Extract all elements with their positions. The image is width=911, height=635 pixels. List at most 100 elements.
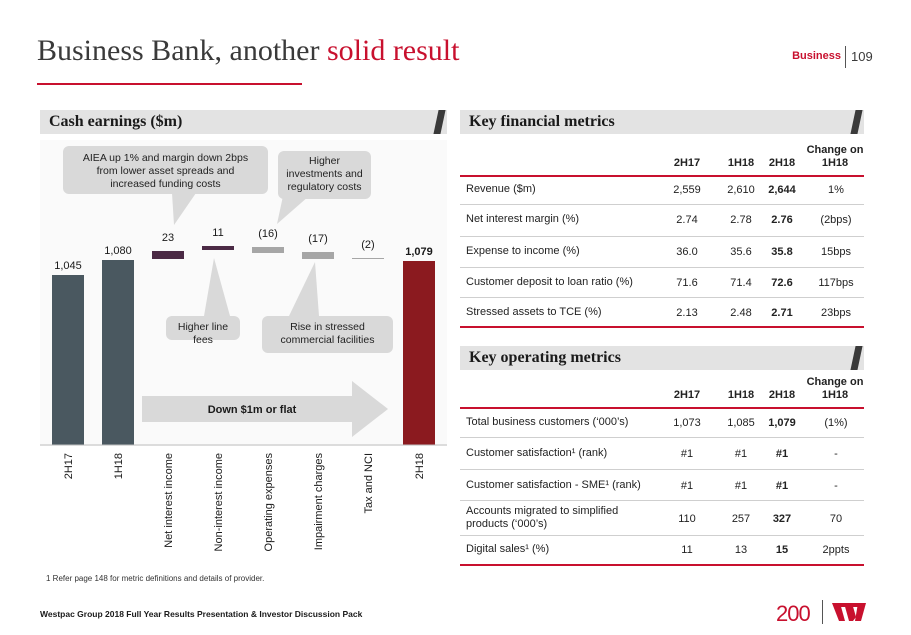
row-divider xyxy=(460,469,864,470)
westpac-logo-icon xyxy=(832,603,866,621)
cell-change: 1% xyxy=(828,184,844,196)
value-label: (16) xyxy=(258,228,278,240)
row-label: Customer satisfaction - SME¹ (rank) xyxy=(466,479,641,491)
cell-v1: 2.13 xyxy=(676,307,698,319)
category-label: 1H18 xyxy=(113,453,125,479)
row-divider xyxy=(460,326,864,328)
cell-v3: 1,079 xyxy=(768,417,796,429)
section-divider xyxy=(845,46,846,68)
bar-net-interest-income xyxy=(152,251,184,259)
operating-metrics-title: Key operating metrics xyxy=(469,349,621,366)
cell-v1: #1 xyxy=(680,448,694,460)
value-label: 11 xyxy=(212,227,223,239)
trend-arrow xyxy=(142,381,388,437)
category-label: Operating expenses xyxy=(263,453,275,552)
bar-impairment-charges xyxy=(302,252,334,259)
cell-v3: 35.8 xyxy=(771,246,793,258)
value-label: 1,080 xyxy=(104,245,132,257)
section-label: Business xyxy=(792,50,841,62)
page-title: Business Bank, another solid result xyxy=(37,34,459,68)
row-label: Stressed assets to TCE (%) xyxy=(466,306,602,318)
cell-v2: 35.6 xyxy=(730,246,752,258)
cell-v3: 327 xyxy=(772,513,792,525)
category-label: 2H17 xyxy=(63,453,75,479)
cell-v1: 2,559 xyxy=(673,184,701,196)
row-divider xyxy=(460,437,864,438)
cell-change: 23bps xyxy=(821,307,851,319)
callout-aiea-text: AIEA up 1% and margin down 2bps from low… xyxy=(82,152,249,190)
cell-change: 2ppts xyxy=(822,544,850,556)
row-label: Net interest margin (%) xyxy=(466,213,580,225)
row-divider xyxy=(460,267,864,268)
value-label: (2) xyxy=(361,239,374,251)
cell-v3: 2.71 xyxy=(771,307,793,319)
column-header: Change on 1H18 xyxy=(806,376,864,401)
header-slash-icon xyxy=(850,346,863,370)
header-slash-icon xyxy=(850,110,863,134)
callout-line-fees-text: Higher line fees xyxy=(177,321,229,346)
financial-metrics-title: Key financial metrics xyxy=(469,113,615,130)
trend-arrow-label: Down $1m or flat xyxy=(208,404,297,416)
logo-divider xyxy=(822,600,823,624)
cell-v2: #1 xyxy=(734,480,748,492)
value-label: (17) xyxy=(308,233,328,245)
category-label: Non-interest income xyxy=(213,453,225,551)
row-divider xyxy=(460,236,864,237)
cell-v2: 2.78 xyxy=(730,214,752,226)
bar-non-interest-income xyxy=(202,246,234,250)
callout-investments-text: Higher investments and regulatory costs xyxy=(286,155,363,193)
column-header: 1H18 xyxy=(727,389,755,401)
cell-v1: 36.0 xyxy=(676,246,698,258)
cash-earnings-title: Cash earnings ($m) xyxy=(49,113,183,130)
category-label: Net interest income xyxy=(163,453,175,548)
cell-v1: #1 xyxy=(680,480,694,492)
financial-metrics-header: Key financial metrics xyxy=(460,110,864,134)
callout-investments: Higher investments and regulatory costs xyxy=(278,151,371,199)
category-label: Impairment charges xyxy=(313,453,325,551)
footnote: 1 Refer page 148 for metric definitions … xyxy=(46,574,265,583)
cell-v3: #1 xyxy=(775,480,789,492)
row-divider xyxy=(460,500,864,501)
cell-v1: 2.74 xyxy=(676,214,698,226)
value-label: 23 xyxy=(162,232,174,244)
cell-change: 117bps xyxy=(818,277,854,289)
bar-1h18 xyxy=(102,260,134,445)
row-label: Digital sales¹ (%) xyxy=(466,543,550,555)
row-divider xyxy=(460,535,864,536)
row-label: Customer satisfaction¹ (rank) xyxy=(466,447,608,459)
column-header: 2H18 xyxy=(768,389,796,401)
row-divider xyxy=(460,564,864,566)
cell-v2: #1 xyxy=(734,448,748,460)
cell-v3: 15 xyxy=(775,544,789,556)
category-label: Tax and NCI xyxy=(363,453,375,514)
bar-operating-expenses xyxy=(252,247,284,253)
cell-v2: 1,085 xyxy=(727,417,755,429)
cash-earnings-header: Cash earnings ($m) xyxy=(40,110,447,134)
value-label: 1,079 xyxy=(405,246,433,258)
cell-v2: 2.48 xyxy=(730,307,752,319)
row-divider xyxy=(460,204,864,205)
cell-v3: 72.6 xyxy=(771,277,793,289)
bar-2h17 xyxy=(52,275,84,445)
callout-investments-pointer xyxy=(277,196,309,224)
cell-change: - xyxy=(834,480,838,492)
title-main: Business Bank, another xyxy=(37,34,327,67)
callout-line-fees-pointer xyxy=(204,258,230,316)
bar-tax-and-nci xyxy=(352,258,384,259)
column-header: 2H17 xyxy=(673,157,701,169)
page-number: 109 xyxy=(851,49,873,64)
title-underline xyxy=(37,83,302,85)
cell-v3: #1 xyxy=(775,448,789,460)
cell-v1: 110 xyxy=(678,513,696,525)
callout-line-fees: Higher line fees xyxy=(166,316,240,346)
column-header: 1H18 xyxy=(727,157,755,169)
callout-stressed-pointer xyxy=(289,262,319,316)
cell-change: 15bps xyxy=(821,246,851,258)
row-divider xyxy=(460,297,864,298)
header-rule xyxy=(460,175,864,177)
cell-v2: 13 xyxy=(734,544,748,556)
row-label: Customer deposit to loan ratio (%) xyxy=(466,276,633,288)
value-label: 1,045 xyxy=(54,260,82,272)
callout-aiea: AIEA up 1% and margin down 2bps from low… xyxy=(63,146,268,194)
